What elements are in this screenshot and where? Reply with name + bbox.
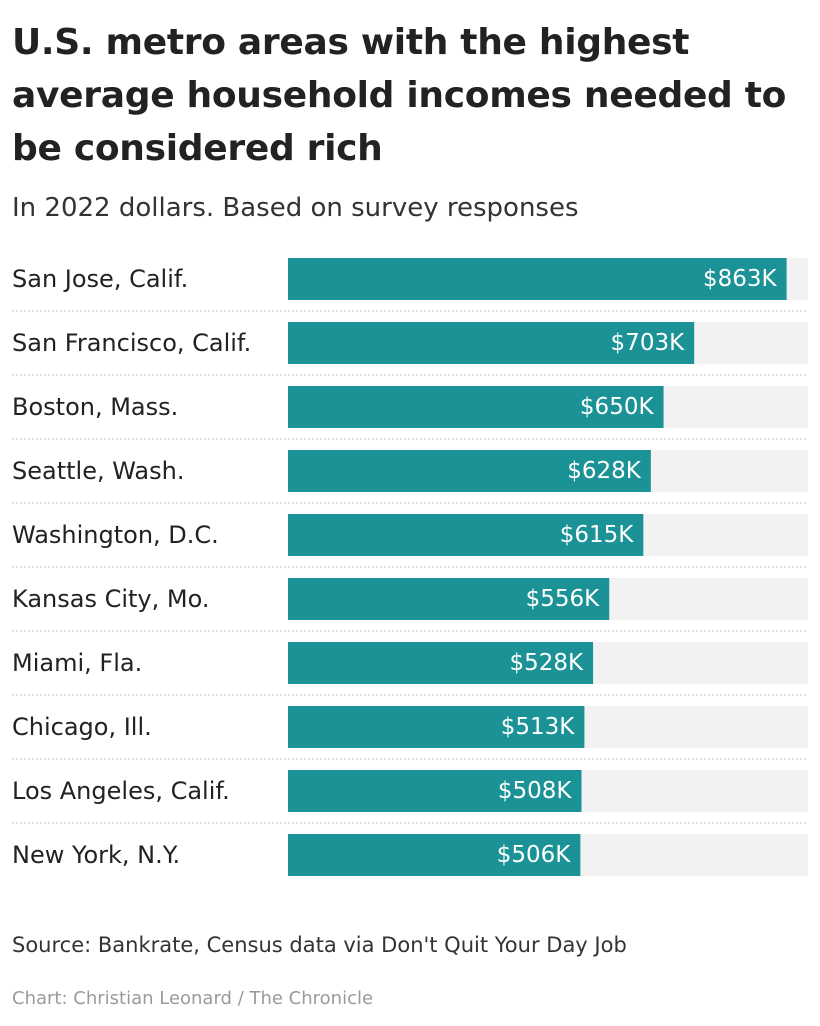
value-label: $650K: [580, 394, 655, 420]
value-label: $513K: [501, 714, 576, 740]
category-label: Washington, D.C.: [12, 521, 219, 549]
bar-row: San Francisco, Calif. $703K: [12, 322, 808, 376]
category-label: San Jose, Calif.: [12, 265, 188, 293]
bar-chart: San Jose, Calif. $863K San Francisco, Cali…: [12, 258, 808, 876]
value-label: $863K: [703, 266, 778, 292]
bar-row: Seattle, Wash. $628K: [12, 450, 808, 504]
bar-row: Miami, Fla. $528K: [12, 642, 808, 696]
value-label: $528K: [509, 650, 584, 676]
chart-title: U.S. metro areas with the highest averag…: [12, 22, 787, 169]
bar: [288, 770, 582, 812]
bar-row: Los Angeles, Calif. $508K: [12, 770, 808, 824]
bar-row: Chicago, Ill. $513K: [12, 706, 808, 760]
value-label: $508K: [498, 778, 573, 804]
bar: [288, 322, 695, 364]
bar: [288, 642, 594, 684]
bar-row: Kansas City, Mo. $556K: [12, 578, 808, 632]
bar: [288, 450, 651, 492]
value-label: $506K: [497, 842, 572, 868]
bar: [288, 834, 581, 876]
category-label: Seattle, Wash.: [12, 457, 184, 485]
bar-row: San Jose, Calif. $863K: [12, 258, 808, 312]
bar: [288, 386, 664, 428]
bar: [288, 578, 610, 620]
value-label: $556K: [526, 586, 601, 612]
bar: [288, 706, 585, 748]
chart-credit: Chart: Christian Leonard / The Chronicle: [12, 988, 374, 1009]
chart-subtitle: In 2022 dollars. Based on survey respons…: [12, 193, 579, 223]
category-label: New York, N.Y.: [12, 841, 180, 869]
source-note: Source: Bankrate, Census data via Don't …: [12, 933, 627, 957]
bar: [288, 514, 644, 556]
category-label: Kansas City, Mo.: [12, 585, 209, 613]
bar-row: Washington, D.C. $615K: [12, 514, 808, 568]
category-label: Chicago, Ill.: [12, 713, 152, 741]
bar-row: New York, N.Y. $506K: [12, 834, 808, 876]
bar: [288, 258, 787, 300]
category-label: Boston, Mass.: [12, 393, 178, 421]
value-label: $615K: [560, 522, 635, 548]
bar-row: Boston, Mass. $650K: [12, 386, 808, 440]
value-label: $628K: [567, 458, 642, 484]
category-label: San Francisco, Calif.: [12, 329, 251, 357]
value-label: $703K: [611, 330, 686, 356]
category-label: Los Angeles, Calif.: [12, 777, 230, 805]
category-label: Miami, Fla.: [12, 649, 142, 677]
